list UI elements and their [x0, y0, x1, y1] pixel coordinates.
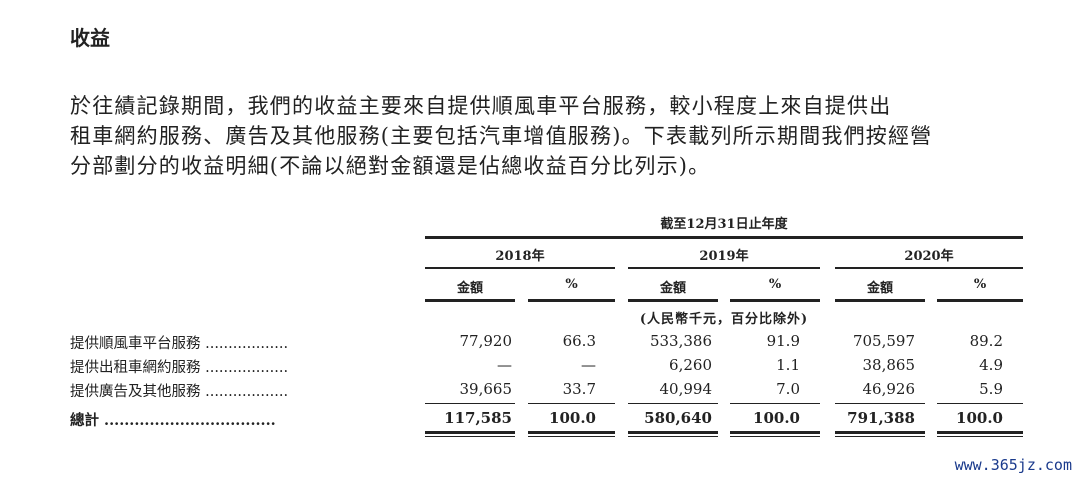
rule	[730, 299, 820, 302]
watermark: www.365jz.com	[954, 456, 1072, 474]
total-cell: 791,388	[847, 409, 915, 427]
rule	[835, 299, 925, 302]
table-cell: 705,597	[852, 332, 915, 350]
subtotal-rule	[937, 403, 1023, 404]
year-header: 2020年	[904, 249, 954, 264]
total-label: 總計 ..................................	[70, 412, 276, 429]
amount-header: 金額	[866, 281, 893, 296]
amount-header: 金額	[659, 281, 686, 296]
year-header: 2019年	[699, 249, 749, 264]
section-title: 收益	[70, 26, 110, 50]
paragraph-line: 租車網約服務、廣告及其他服務(主要包括汽車增值服務)。下表載列所示期間我們按經營	[70, 124, 933, 148]
double-rule	[730, 436, 820, 437]
double-rule	[425, 436, 515, 437]
table-cell: 1.1	[776, 356, 800, 374]
total-cell: 100.0	[956, 409, 1003, 427]
table-cell: 91.9	[766, 332, 800, 350]
row-label: 提供廣告及其他服務 ..................	[70, 384, 289, 400]
rule	[425, 267, 615, 269]
table-cell: 5.9	[979, 380, 1003, 398]
rule	[937, 299, 1023, 302]
percent-header: %	[565, 277, 578, 292]
double-rule	[628, 436, 718, 437]
subtotal-rule	[425, 403, 515, 404]
subtotal-rule	[730, 403, 820, 404]
double-rule	[937, 431, 1023, 434]
subtotal-rule	[628, 403, 718, 404]
double-rule	[425, 431, 515, 434]
table-cell: 66.3	[562, 332, 596, 350]
rule	[425, 236, 1023, 239]
double-rule	[835, 431, 925, 434]
double-rule	[937, 436, 1023, 437]
table-cell: 533,386	[649, 332, 712, 350]
rule	[628, 267, 820, 269]
subtotal-rule	[835, 403, 925, 404]
table-cell: 33.7	[562, 380, 596, 398]
total-cell: 117,585	[444, 409, 512, 427]
table-cell: 38,865	[862, 356, 916, 374]
total-cell: 100.0	[753, 409, 800, 427]
table-cell: 39,665	[459, 380, 513, 398]
table-cell: 89.2	[969, 332, 1003, 350]
table-cell: —	[581, 356, 596, 374]
percent-header: %	[768, 277, 782, 292]
table-cell: 7.0	[776, 380, 800, 398]
period-header: 截至12月31日止年度	[660, 217, 788, 232]
table-cell: 4.9	[979, 356, 1003, 374]
row-label: 提供出租車網約服務 ..................	[70, 360, 289, 376]
rule	[835, 267, 1023, 269]
rule	[528, 299, 615, 302]
rule	[628, 299, 718, 302]
rule	[425, 299, 515, 302]
double-rule	[528, 436, 615, 437]
table-cell: 6,260	[669, 356, 712, 374]
double-rule	[628, 431, 718, 434]
row-label: 提供順風車平台服務 ..................	[70, 336, 289, 352]
paragraph-line: 分部劃分的收益明細(不論以絕對金額還是佔總收益百分比列示)。	[70, 154, 711, 178]
table-cell: 46,926	[862, 380, 916, 398]
table-cell: 77,920	[459, 332, 513, 350]
double-rule	[528, 431, 615, 434]
table-cell: 40,994	[659, 380, 713, 398]
double-rule	[730, 431, 820, 434]
year-header: 2018年	[495, 249, 545, 264]
unit-note: (人民幣千元，百分比除外)	[639, 312, 809, 327]
amount-header: 金額	[456, 281, 483, 296]
percent-header: %	[973, 277, 987, 292]
total-cell: 580,640	[644, 409, 712, 427]
double-rule	[835, 436, 925, 437]
total-cell: 100.0	[549, 409, 596, 427]
table-cell: —	[497, 356, 512, 374]
paragraph-line: 於往績記錄期間，我們的收益主要來自提供順風車平台服務，較小程度上來自提供出	[70, 94, 892, 118]
subtotal-rule	[528, 403, 615, 404]
